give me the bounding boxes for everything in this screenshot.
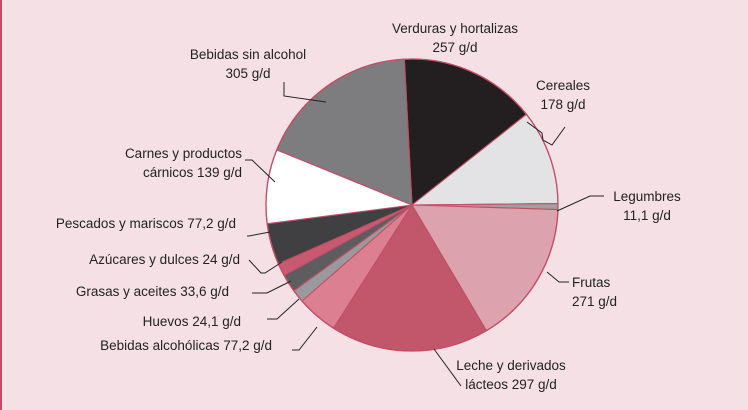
slice-label-line: lácteos 297 g/d [465,377,557,392]
leader-line-azucares-y-dulces [248,259,283,274]
leader-line-frutas [546,271,569,283]
slice-label-huevos: Huevos 24,1 g/d [143,314,241,329]
slice-label-line: Huevos 24,1 g/d [143,314,241,329]
leader-line-grasas-y-aceites [252,280,292,294]
slice-label-legumbres: Legumbres 11,1 g/d [613,189,681,223]
slice-label-line: 11,1 g/d [623,208,671,223]
slice-label-line: Verduras y hortalizas [392,21,518,36]
slice-label-line: Carnes y productos [125,146,242,161]
leader-line-pescados-y-mariscos [247,231,271,237]
pie-outline [265,58,559,352]
slice-label-line: Azúcares y dulces 24 g/d [89,252,240,267]
leader-line-legumbres [556,195,604,212]
slice-label-line: Frutas [572,275,611,290]
slice-label-leche-y-derivados-lacteos: Leche y derivados lácteos 297 g/d [456,358,566,392]
slice-label-line: Pescados y mariscos 77,2 g/d [56,216,236,231]
leader-line-carnes-y-productos-carnicos [245,159,276,183]
leader-line-bebidas-alcoholicas [292,326,318,351]
slice-label-azucares-y-dulces: Azúcares y dulces 24 g/d [89,252,240,267]
slice-label-line: Bebidas sin alcohol [190,47,306,62]
leader-line-leche-y-derivados-lacteos [433,348,462,387]
slice-label-grasas-y-aceites: Grasas y aceites 33,6 g/d [76,284,229,299]
slice-label-pescados-y-mariscos: Pescados y mariscos 77,2 g/d [56,216,236,231]
slice-label-line: Cereales [536,78,590,93]
slice-label-bebidas-sin-alcohol: Bebidas sin alcohol 305 g/d [190,47,306,81]
slice-label-line: Leche y derivados [456,358,566,373]
slice-label-frutas: Frutas 271 g/d [572,275,617,309]
slice-label-line: Bebidas alcohólicas 77,2 g/d [100,338,272,353]
slice-label-line: 178 g/d [540,97,585,112]
leader-line-bebidas-sin-alcohol [283,82,327,103]
slice-label-line: cárnicos 139 g/d [143,165,242,180]
slice-label-line: 271 g/d [572,294,617,309]
slice-label-line: Grasas y aceites 33,6 g/d [76,284,229,299]
slice-label-line: Legumbres [613,189,681,204]
slice-label-line: 305 g/d [225,66,270,81]
slice-label-carnes-y-productos-carnicos: Carnes y productos cárnicos 139 g/d [125,146,242,180]
leader-line-huevos [267,298,300,320]
slice-label-cereales: Cereales 178 g/d [536,78,590,112]
leader-line-cereales [526,121,566,146]
slice-label-bebidas-alcoholicas: Bebidas alcohólicas 77,2 g/d [100,338,272,353]
slice-label-line: 257 g/d [432,40,477,55]
slice-label-verduras-y-hortalizas: Verduras y hortalizas 257 g/d [392,21,518,55]
